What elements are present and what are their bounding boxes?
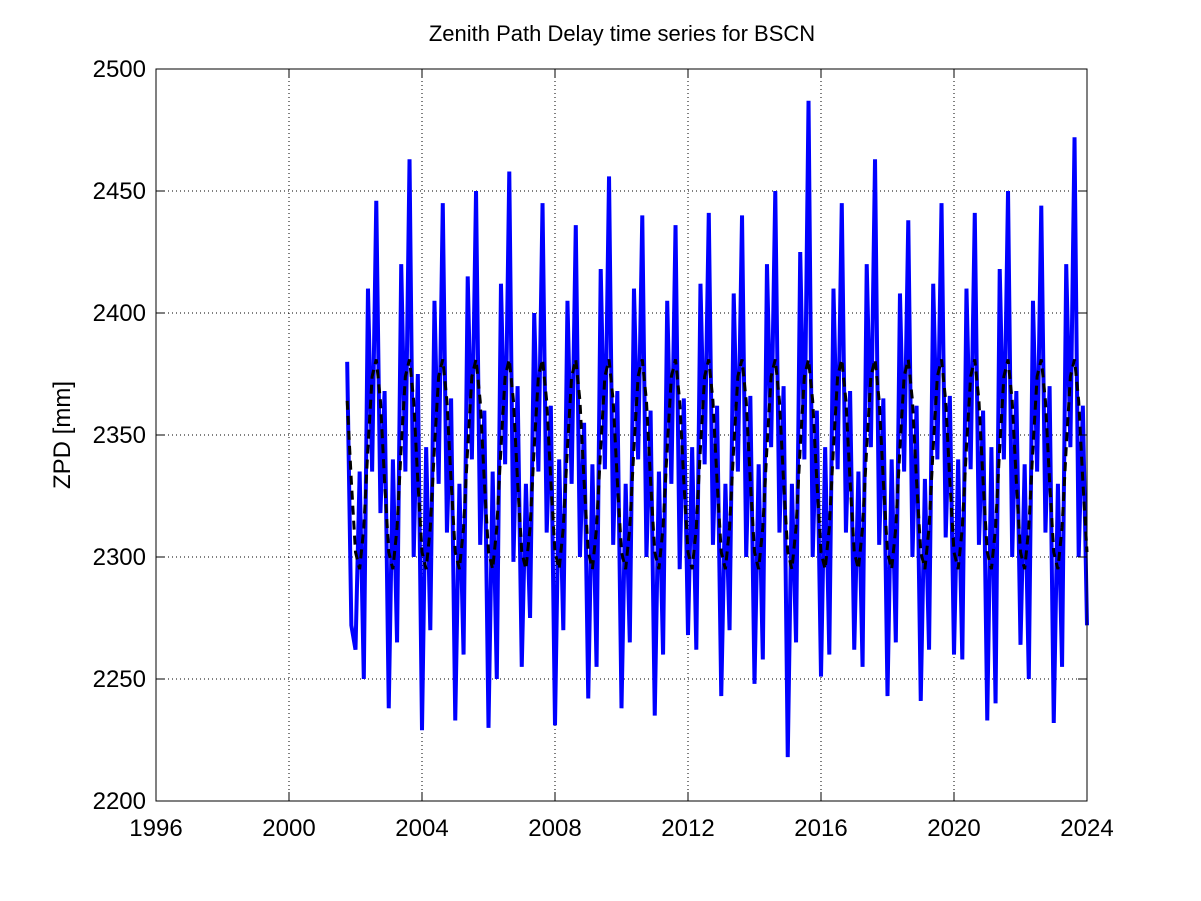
x-tick-label: 2004 (395, 815, 448, 842)
y-tick-label: 2450 (93, 178, 146, 205)
y-tick-label: 2400 (93, 300, 146, 327)
y-tick-label: 2350 (93, 422, 146, 449)
y-tick-label: 2300 (93, 544, 146, 571)
x-tick-label: 2012 (661, 815, 714, 842)
x-tick-label: 2008 (528, 815, 581, 842)
x-tick-label: 1996 (129, 815, 182, 842)
chart-title: Zenith Path Delay time series for BSCN (429, 21, 815, 46)
y-tick-label: 2250 (93, 666, 146, 693)
x-tick-label: 2024 (1060, 815, 1113, 842)
y-tick-label: 2500 (93, 56, 146, 83)
series-line (345, 100, 1089, 758)
series-line (345, 359, 1089, 570)
x-tick-label: 2020 (927, 815, 980, 842)
y-tick-label: 2200 (93, 788, 146, 815)
x-tick-label: 2016 (794, 815, 847, 842)
ticks: 1996 2000 2004 2008 2012 2016 2020 2024 2200 2250… (93, 56, 1114, 842)
y-axis-label: ZPD [mm] (49, 381, 76, 489)
x-tick-label: 2000 (262, 815, 315, 842)
plot-area (345, 100, 1089, 758)
